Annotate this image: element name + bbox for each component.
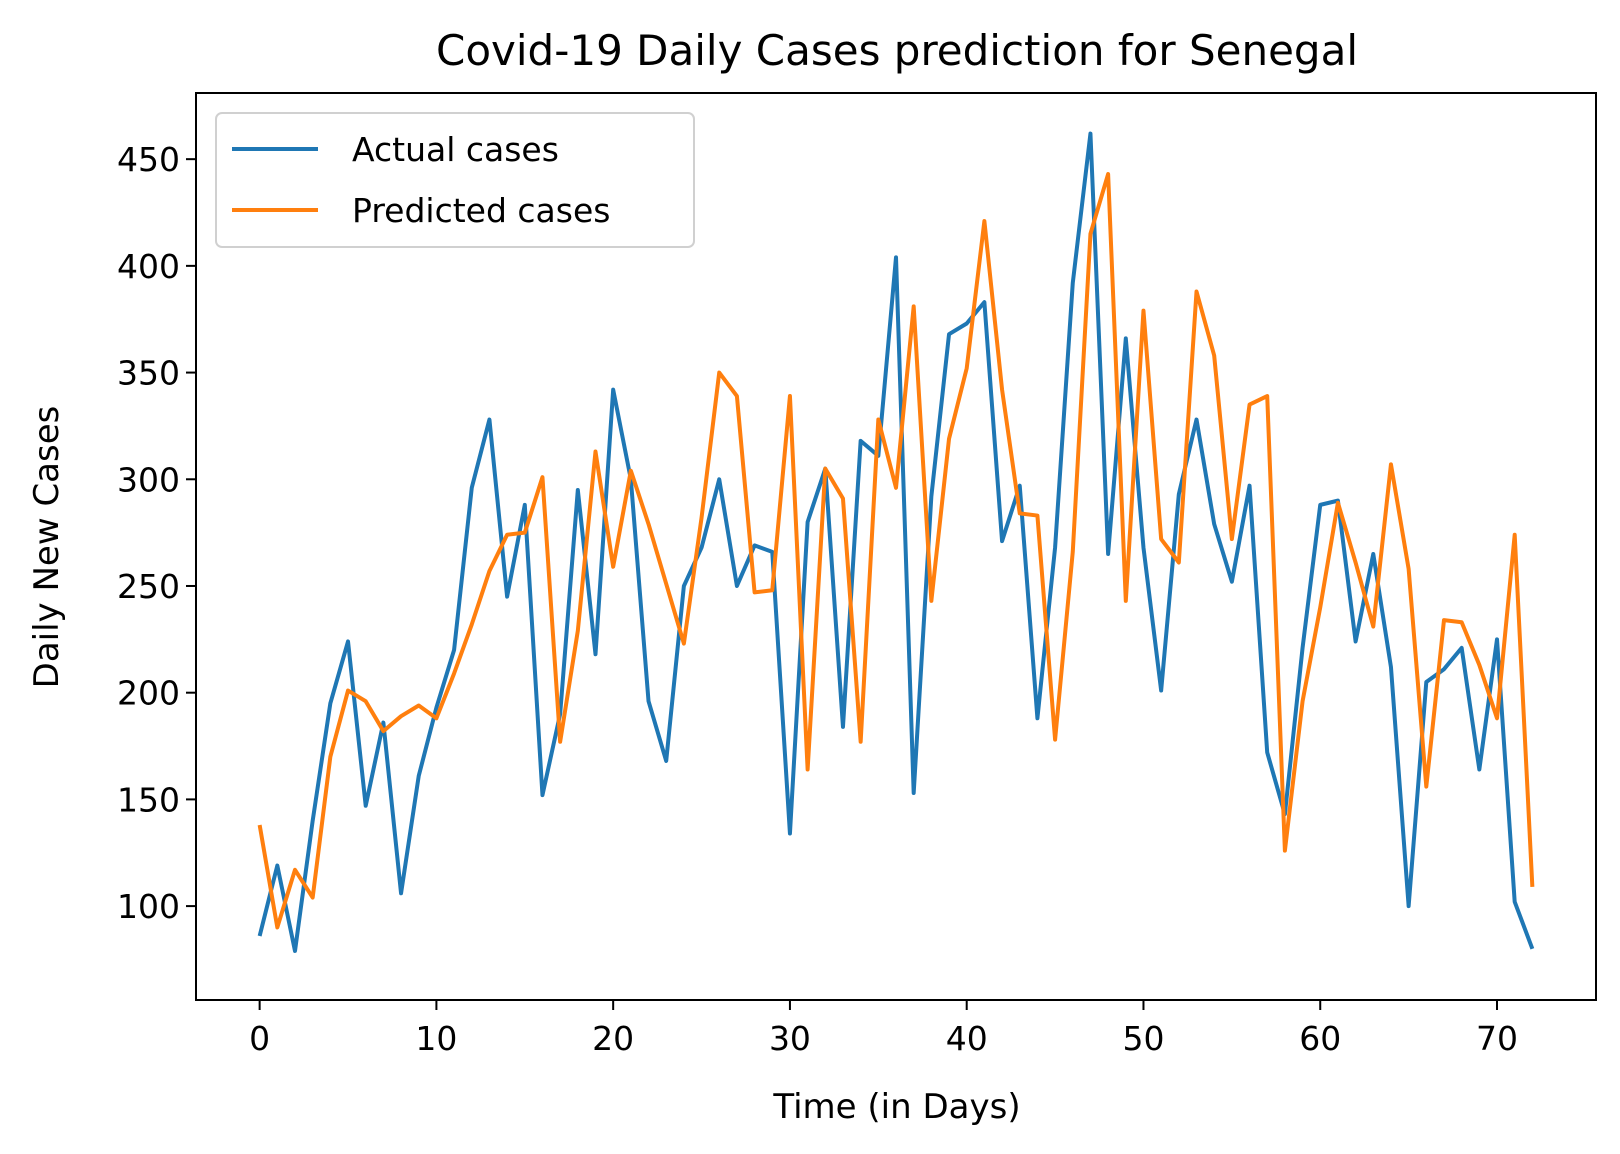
legend-box — [215, 112, 695, 248]
legend: Actual cases Predicted cases — [215, 112, 695, 248]
y-axis-label: Daily New Cases — [27, 406, 67, 689]
x-tick-label: 40 — [946, 1019, 988, 1058]
chart-title: Covid-19 Daily Cases prediction for Sene… — [436, 26, 1358, 75]
plot-area — [195, 92, 1597, 1001]
x-tick-label: 10 — [415, 1019, 457, 1058]
x-tick-label: 20 — [592, 1019, 634, 1058]
x-axis-ticks: 0 10 20 30 40 50 60 70 — [249, 1000, 1518, 1058]
x-tick-label: 70 — [1476, 1019, 1518, 1058]
y-tick-label: 100 — [117, 887, 180, 926]
x-tick-label: 60 — [1299, 1019, 1341, 1058]
y-tick-label: 300 — [117, 460, 180, 499]
x-axis-label: Time (in Days) — [772, 1087, 1020, 1127]
y-tick-label: 150 — [117, 780, 180, 819]
y-tick-label: 250 — [117, 567, 180, 606]
y-axis-ticks: 100 150 200 250 300 350 400 450 — [117, 140, 196, 926]
x-tick-label: 0 — [249, 1019, 270, 1058]
series-line-actual-cases — [257, 131, 1535, 953]
series-line-predicted-cases — [257, 172, 1535, 930]
legend-entry-label: Actual cases — [352, 130, 559, 169]
x-tick-label: 30 — [769, 1019, 811, 1058]
plot-frame — [195, 92, 1597, 1001]
x-tick-label: 50 — [1122, 1019, 1164, 1058]
y-tick-label: 200 — [117, 674, 180, 713]
y-tick-label: 350 — [117, 354, 180, 393]
y-tick-label: 400 — [117, 247, 180, 286]
legend-entry-label: Predicted cases — [352, 191, 610, 230]
y-tick-label: 450 — [117, 140, 180, 179]
